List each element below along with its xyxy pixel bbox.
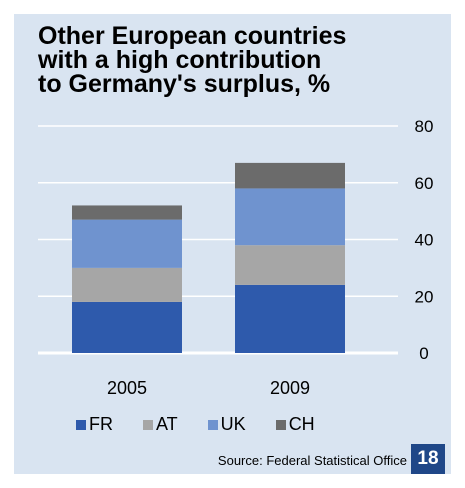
bar-2009-AT — [235, 245, 345, 285]
legend-item-UK: UK — [207, 414, 246, 435]
y-tick-label-80: 80 — [415, 117, 434, 136]
x-tick-label-2009: 2009 — [270, 378, 310, 398]
legend-label-CH: CH — [288, 414, 315, 434]
y-tick-label-0: 0 — [419, 344, 428, 363]
legend-item-FR: FR — [76, 414, 113, 435]
bar-2005-FR — [72, 301, 182, 353]
legend: FR AT UK CH — [76, 414, 315, 435]
legend-label-AT: AT — [156, 414, 178, 434]
chart-title: Other European countries with a high con… — [38, 22, 347, 98]
chart-plot: 0 20 40 60 80 2005 2009 — [38, 117, 434, 398]
legend-label-UK: UK — [220, 414, 246, 434]
y-tick-label-60: 60 — [415, 174, 434, 193]
legend-swatch-UK — [207, 419, 218, 430]
y-tick-label-20: 20 — [415, 287, 434, 306]
bar-2009-UK — [235, 188, 345, 246]
page-number-badge: 18 — [411, 444, 445, 474]
bar-2005-CH — [72, 205, 182, 220]
bar-2009-CH — [235, 162, 345, 189]
y-tick-label-40: 40 — [415, 231, 434, 250]
bar-2005-UK — [72, 219, 182, 268]
bar-2005-AT — [72, 267, 182, 302]
legend-swatch-FR — [76, 419, 86, 430]
legend-item-CH: CH — [275, 414, 315, 435]
legend-label-FR: FR — [89, 414, 113, 434]
chart-panel: Other European countries with a high con… — [14, 14, 451, 474]
legend-item-AT: AT — [143, 414, 178, 435]
legend-swatch-AT — [143, 419, 153, 430]
legend-swatch-CH — [275, 419, 286, 430]
source-note: Source: Federal Statistical Office — [217, 453, 407, 468]
x-tick-label-2005: 2005 — [107, 378, 147, 398]
bar-2009-FR — [235, 284, 345, 353]
